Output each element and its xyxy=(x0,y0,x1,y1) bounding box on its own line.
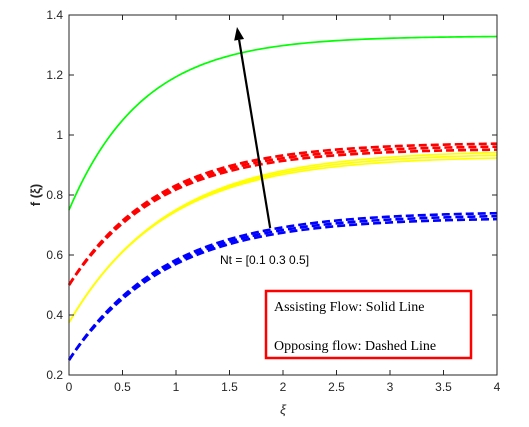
x-tick-label-4: 2 xyxy=(280,380,287,394)
y-tick-label-2: 0.6 xyxy=(46,248,63,262)
series-line-5 xyxy=(67,145,498,286)
tick-labels-layer: 0 0.5 1 1.5 2 2.5 3 3.5 4 0.2 0.4 0.6 0.8 1 1.2 1.4 xyxy=(46,8,500,394)
legend-line-assisting: Assisting Flow: Solid Line xyxy=(274,300,425,315)
series-line-6 xyxy=(67,148,498,286)
legend-box-border xyxy=(264,289,473,360)
y-tick-label-6: 1.4 xyxy=(46,8,63,22)
y-tick-label-3: 0.8 xyxy=(46,188,63,202)
x-axis-title: ξ xyxy=(280,402,287,417)
y-tick-label-5: 1.2 xyxy=(46,68,63,82)
x-tick-label-7: 3.5 xyxy=(435,380,452,394)
y-axis-title: f (ξ) xyxy=(28,184,43,206)
x-tick-label-0: 0 xyxy=(66,380,73,394)
x-tick-label-5: 2.5 xyxy=(328,380,345,394)
x-tick-label-8: 4 xyxy=(494,380,501,394)
x-tick-label-3: 1.5 xyxy=(221,380,238,394)
x-tick-label-6: 3 xyxy=(387,380,394,394)
series-line-9 xyxy=(67,217,498,361)
x-tick-label-2: 1 xyxy=(173,380,180,394)
legend-line-opposing: Opposing flow: Dashed Line xyxy=(274,339,436,354)
nt-arrow-head xyxy=(234,27,245,41)
y-tick-label-0: 0.2 xyxy=(46,368,63,382)
legend-box: Assisting Flow: Solid Line Opposing flow… xyxy=(264,289,473,360)
nt-annotation: Nt = [0.1 0.3 0.5] xyxy=(220,27,309,267)
y-tick-label-1: 0.4 xyxy=(46,308,63,322)
curves-layer xyxy=(67,35,498,361)
nt-arrow-line xyxy=(238,39,272,229)
ticks-layer xyxy=(68,14,498,376)
nt-annotation-label: Nt = [0.1 0.3 0.5] xyxy=(220,253,309,267)
series-line-4 xyxy=(67,142,498,286)
series-line-7 xyxy=(67,211,498,361)
series-line-8 xyxy=(67,214,498,361)
series-line-3 xyxy=(68,151,498,323)
series-line-0 xyxy=(68,35,498,211)
x-tick-label-1: 0.5 xyxy=(114,380,131,394)
y-tick-label-4: 1 xyxy=(56,128,63,142)
